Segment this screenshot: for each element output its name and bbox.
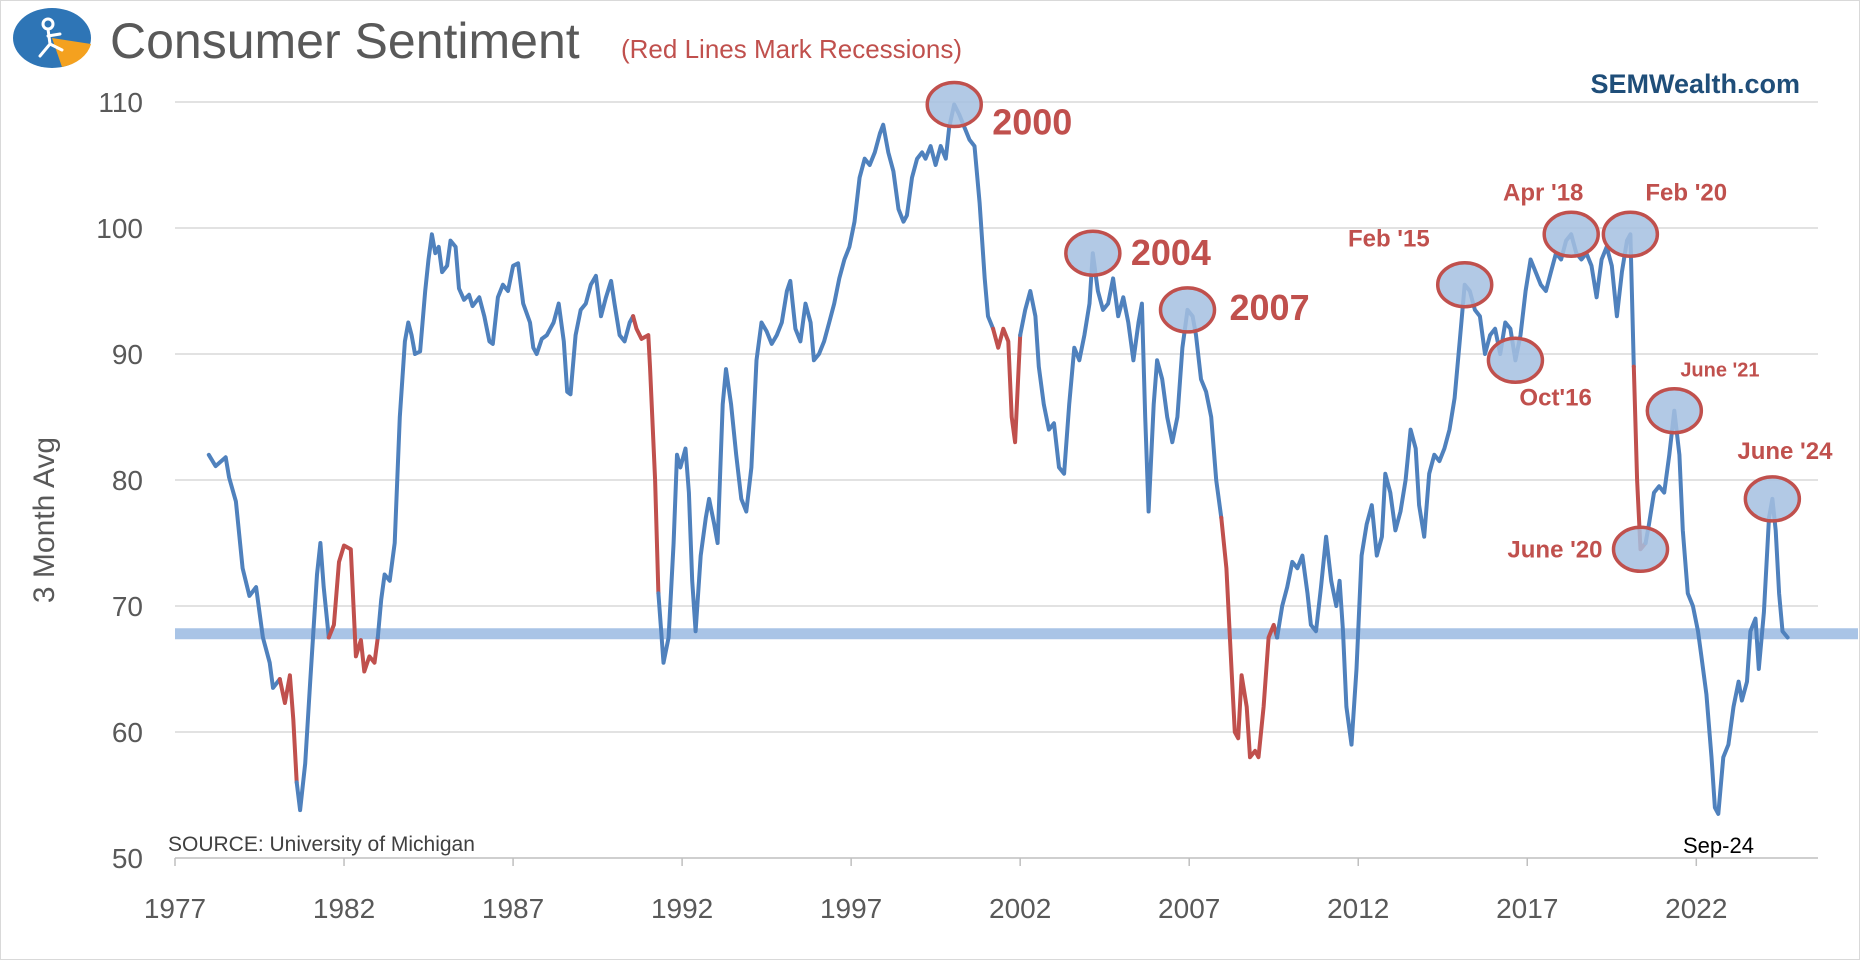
chart-subtitle: (Red Lines Mark Recessions) bbox=[621, 34, 962, 64]
y-tick-label: 50 bbox=[112, 843, 143, 874]
annotation-label: June '24 bbox=[1737, 438, 1833, 465]
recession-segment bbox=[991, 326, 1023, 445]
series-line-segment bbox=[375, 232, 636, 640]
x-tick-label: 1977 bbox=[144, 893, 206, 924]
recession-segment bbox=[277, 673, 299, 785]
series-consumer-sentiment bbox=[206, 102, 1790, 816]
annotation-label: Feb '20 bbox=[1645, 179, 1727, 206]
annotation-label: Feb '15 bbox=[1348, 226, 1430, 253]
x-tick-label: 2007 bbox=[1158, 893, 1220, 924]
annotation-circle bbox=[925, 80, 983, 129]
x-tick-label: 1992 bbox=[651, 893, 713, 924]
gridlines bbox=[175, 101, 1818, 733]
annotation-circle bbox=[1743, 475, 1802, 523]
annotation-label: Apr '18 bbox=[1503, 179, 1583, 206]
annotations: 2000 2004 2007 Feb '15 Oct'16 Apr '18 Feb '20 J… bbox=[925, 80, 1833, 574]
chart-title: Consumer Sentiment bbox=[110, 13, 580, 69]
annotation-circle bbox=[1435, 260, 1494, 309]
annotation-circle bbox=[1601, 210, 1660, 259]
y-tick-label: 80 bbox=[112, 465, 143, 496]
y-tick-label: 100 bbox=[96, 213, 143, 244]
annotation-label: June '21 bbox=[1680, 360, 1759, 382]
annotation-label: Oct'16 bbox=[1519, 384, 1591, 411]
y-tick-label: 110 bbox=[98, 87, 143, 118]
series-line-segment bbox=[656, 102, 996, 665]
x-tick-label: 1982 bbox=[313, 893, 375, 924]
x-axis-ticks: 1977 1982 1987 1992 1997 2002 2007 2012 2017 2022 bbox=[144, 858, 1727, 924]
x-tick-label: 2017 bbox=[1496, 893, 1558, 924]
recession-segment bbox=[631, 314, 661, 596]
annotation-circle bbox=[1611, 525, 1670, 574]
x-tick-label: 2012 bbox=[1327, 893, 1389, 924]
semwealth-logo-icon bbox=[13, 8, 91, 68]
source-note: SOURCE: University of Michigan bbox=[168, 833, 475, 856]
annotation-circle bbox=[1158, 286, 1217, 334]
x-tick-label: 2022 bbox=[1665, 893, 1727, 924]
y-tick-label: 70 bbox=[112, 591, 143, 622]
y-axis-label: 3 Month Avg bbox=[28, 437, 61, 603]
annotation-circle bbox=[1542, 210, 1600, 259]
recession-segment bbox=[1219, 515, 1280, 760]
x-tick-label: 2002 bbox=[989, 893, 1051, 924]
y-tick-label: 60 bbox=[112, 717, 143, 748]
x-tick-label: 1987 bbox=[482, 893, 544, 924]
annotation-label: June '20 bbox=[1507, 536, 1602, 563]
series-line-segment bbox=[206, 452, 282, 690]
last-date-label: Sep-24 bbox=[1683, 833, 1754, 858]
annotation-circle bbox=[1645, 386, 1704, 435]
annotation-label: 2007 bbox=[1230, 287, 1310, 328]
annotation-circle bbox=[1486, 336, 1545, 385]
y-axis-ticks: 50 60 70 80 90 100 110 bbox=[96, 87, 143, 874]
brand-label: SEMWealth.com bbox=[1590, 69, 1800, 99]
series-line-segment bbox=[294, 541, 331, 813]
recession-segment bbox=[326, 543, 380, 674]
annotation-label: 2000 bbox=[992, 102, 1072, 143]
series-line-segment bbox=[1643, 408, 1790, 816]
annotation-circle bbox=[1064, 229, 1122, 277]
annotation-label: 2004 bbox=[1131, 232, 1211, 273]
y-tick-label: 90 bbox=[112, 339, 143, 370]
x-tick-label: 1997 bbox=[820, 893, 882, 924]
